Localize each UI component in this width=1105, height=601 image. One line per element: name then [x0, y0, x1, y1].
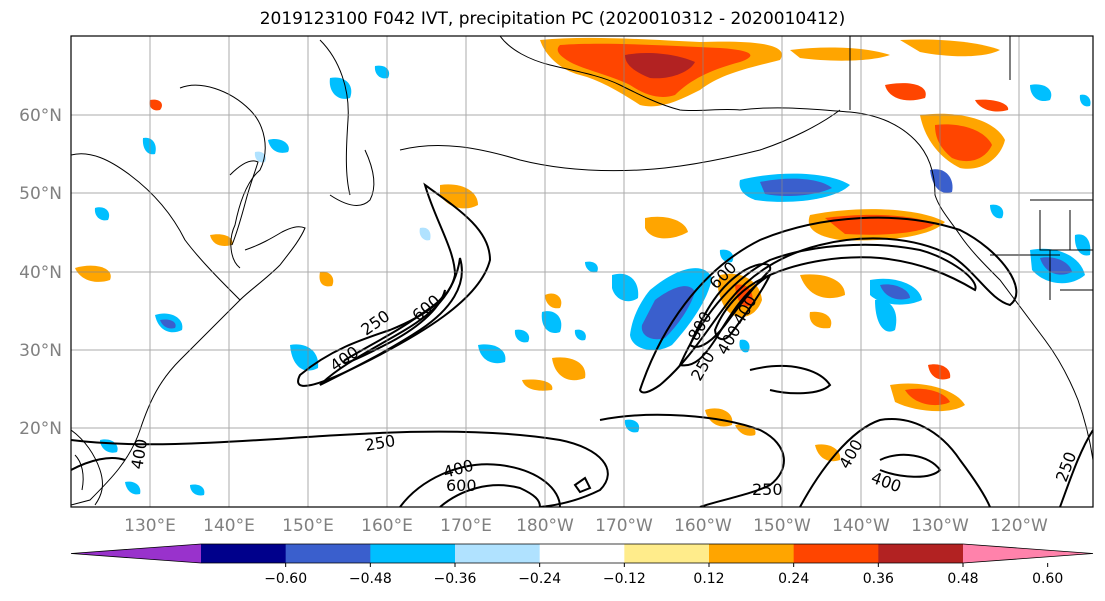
colorbar-outline — [70, 543, 1094, 564]
lon-label: 160°E — [361, 516, 413, 536]
lat-label: 40°N — [19, 263, 62, 283]
colorbar-label: 0.60 — [1032, 571, 1063, 587]
colorbar-label: 0.12 — [693, 571, 724, 587]
colorbar-label: −0.48 — [349, 571, 392, 587]
lon-label: 120°W — [990, 516, 1048, 536]
coastlines — [71, 36, 1093, 506]
colorbar-segment — [624, 544, 710, 563]
colorbar-segment — [709, 544, 795, 563]
lon-label: 130°W — [911, 516, 969, 536]
precip-negative-shading — [94, 65, 1091, 496]
colorbar-label: −0.60 — [264, 571, 307, 587]
colorbar-segment — [539, 544, 625, 563]
map-frame — [70, 35, 1094, 508]
lon-label: 180°W — [516, 516, 574, 536]
colorbar-segment — [793, 544, 879, 563]
lon-label: 170°W — [595, 516, 653, 536]
colorbar-label: 0.48 — [947, 571, 978, 587]
colorbar-segment — [285, 544, 371, 563]
colorbar-extend-high — [963, 544, 1093, 563]
colorbar-segment — [201, 544, 287, 563]
lon-label: 140°W — [832, 516, 890, 536]
precip-positive-shading — [75, 37, 1009, 462]
lon-label: 170°E — [440, 516, 492, 536]
lon-label: 150°E — [282, 516, 334, 536]
colorbar-label: 0.24 — [778, 571, 809, 587]
lat-label: 20°N — [19, 419, 62, 439]
contour-label: 600 — [446, 476, 477, 495]
colorbar: −0.60 −0.48 −0.36 −0.24 −0.12 0.12 0.24 0.36 0.4… — [70, 543, 1094, 587]
gridlines — [71, 36, 1093, 507]
lon-label: 150°W — [753, 516, 811, 536]
colorbar-segment — [878, 544, 964, 563]
map-title: 2019123100 F042 IVT, precipitation PC (2… — [259, 9, 846, 29]
colorbar-extend-low — [71, 544, 201, 563]
latitude-labels: 60°N 50°N 40°N 30°N 20°N — [19, 106, 62, 439]
lon-label: 130°E — [124, 516, 176, 536]
colorbar-label: −0.36 — [434, 571, 477, 587]
lon-label: 140°E — [203, 516, 255, 536]
lon-label: 160°W — [674, 516, 732, 536]
colorbar-segment — [455, 544, 541, 563]
colorbar-label: −0.24 — [518, 571, 561, 587]
lat-label: 30°N — [19, 341, 62, 361]
colorbar-segment — [370, 544, 456, 563]
colorbar-label: −0.12 — [603, 571, 646, 587]
lat-label: 50°N — [19, 184, 62, 204]
contour-label: 250 — [752, 480, 783, 499]
longitude-labels: 130°E 140°E 150°E 160°E 170°E 180°W 170°… — [124, 516, 1048, 536]
ivt-contours — [71, 182, 1093, 507]
lat-label: 60°N — [19, 106, 62, 126]
colorbar-label: 0.36 — [863, 571, 894, 587]
